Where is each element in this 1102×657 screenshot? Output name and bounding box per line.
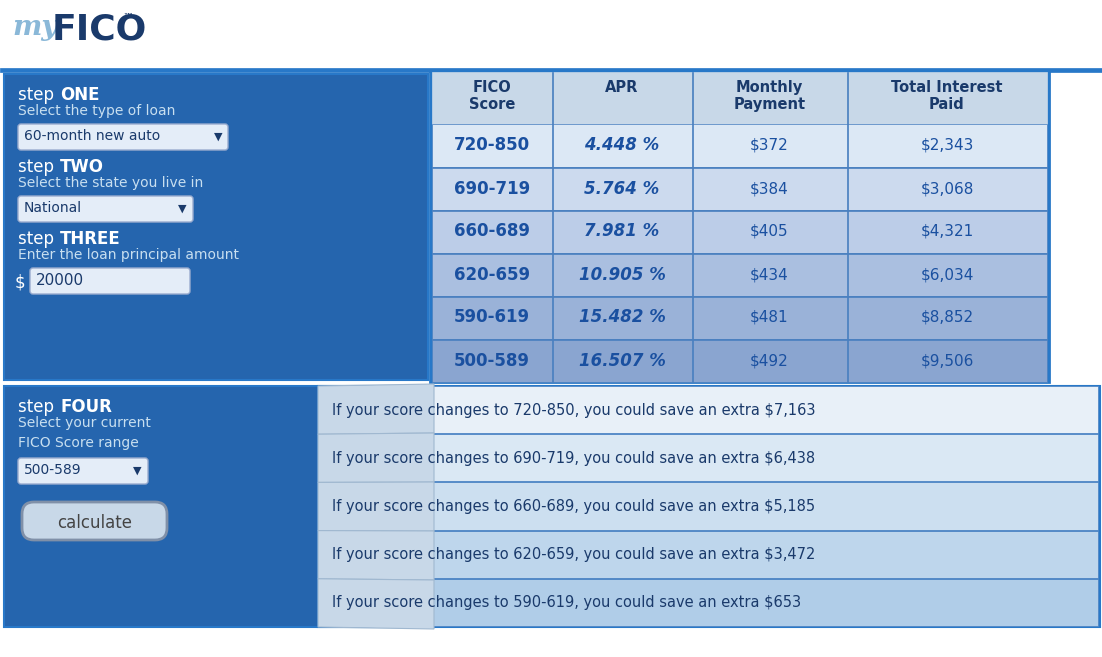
Bar (4, 74, 428, 380)
Polygon shape (318, 433, 434, 482)
FancyBboxPatch shape (18, 124, 228, 150)
Bar (0, 629, 1102, 657)
Text: 16.507 %: 16.507 % (579, 351, 666, 369)
Text: $8,852: $8,852 (920, 310, 973, 325)
Text: Select the state you live in: Select the state you live in (18, 176, 203, 190)
Text: $384: $384 (750, 181, 789, 196)
Text: $405: $405 (750, 224, 789, 239)
Bar (432, 253, 1047, 254)
Text: 500-589: 500-589 (24, 463, 82, 477)
Text: $9,506: $9,506 (920, 353, 974, 368)
Text: $481: $481 (750, 310, 789, 325)
Text: Select your current
FICO Score range: Select your current FICO Score range (18, 416, 151, 449)
Text: 500-589: 500-589 (454, 351, 530, 369)
Bar (320, 434, 1098, 482)
Bar (432, 72, 1047, 124)
Text: ▼: ▼ (214, 132, 222, 142)
Polygon shape (318, 579, 434, 629)
Text: 7.981 %: 7.981 % (584, 223, 660, 240)
Bar (318, 386, 1100, 627)
Bar (4, 386, 428, 627)
Bar (432, 296, 1047, 297)
Text: 5.764 %: 5.764 % (584, 179, 660, 198)
Text: If your score changes to 660-689, you could save an extra $5,185: If your score changes to 660-689, you co… (332, 499, 815, 514)
Text: step: step (18, 86, 60, 104)
Bar (430, 72, 1049, 382)
Bar (0, 68, 1102, 72)
Bar (432, 167, 1047, 210)
Bar (320, 386, 1098, 433)
Bar (432, 339, 1047, 382)
Text: 620-659: 620-659 (454, 265, 530, 284)
Text: calculate: calculate (57, 514, 132, 532)
FancyBboxPatch shape (22, 502, 168, 540)
Text: FOUR: FOUR (60, 398, 112, 416)
FancyBboxPatch shape (18, 458, 148, 484)
Text: Total Interest
Paid: Total Interest Paid (892, 80, 1003, 112)
Text: step: step (18, 158, 60, 176)
Text: FICO: FICO (52, 12, 148, 46)
Text: 4.448 %: 4.448 % (584, 137, 660, 154)
Text: 660-689: 660-689 (454, 223, 530, 240)
Text: TWO: TWO (60, 158, 104, 176)
FancyBboxPatch shape (18, 196, 193, 222)
FancyBboxPatch shape (30, 268, 190, 294)
Bar (320, 579, 1098, 626)
Text: If your score changes to 690-719, you could save an extra $6,438: If your score changes to 690-719, you co… (332, 451, 815, 466)
Text: 60-month new auto: 60-month new auto (24, 129, 160, 143)
Bar (432, 210, 1047, 253)
Text: If your score changes to 590-619, you could save an extra $653: If your score changes to 590-619, you co… (332, 595, 801, 610)
Text: step: step (18, 398, 60, 416)
Bar (320, 531, 1098, 578)
Text: $4,321: $4,321 (920, 224, 974, 239)
Text: THREE: THREE (60, 230, 121, 248)
Text: If your score changes to 620-659, you could save an extra $3,472: If your score changes to 620-659, you co… (332, 547, 815, 562)
Bar (320, 482, 1098, 530)
Text: 690-719: 690-719 (454, 179, 530, 198)
Text: Monthly
Payment: Monthly Payment (734, 80, 806, 112)
Text: 15.482 %: 15.482 % (579, 309, 666, 327)
Text: APR: APR (605, 80, 639, 95)
Text: $434: $434 (750, 267, 789, 282)
Text: If your score changes to 720-850, you could save an extra $7,163: If your score changes to 720-850, you co… (332, 403, 815, 418)
Text: 720-850: 720-850 (454, 137, 530, 154)
Polygon shape (318, 531, 434, 580)
Text: ▼: ▼ (177, 204, 186, 214)
Text: $2,343: $2,343 (920, 138, 974, 153)
Bar (432, 124, 1047, 167)
Text: $372: $372 (750, 138, 789, 153)
Polygon shape (318, 482, 434, 531)
Text: Enter the loan principal amount: Enter the loan principal amount (18, 248, 239, 262)
Bar (432, 167, 1047, 168)
Text: $3,068: $3,068 (920, 181, 974, 196)
Polygon shape (318, 384, 434, 434)
Text: FICO
Score: FICO Score (468, 80, 516, 112)
Text: ™: ™ (122, 13, 133, 23)
Bar (432, 296, 1047, 339)
Text: my: my (12, 14, 57, 41)
Text: ONE: ONE (60, 86, 99, 104)
Bar (432, 339, 1047, 340)
Text: 20000: 20000 (36, 273, 84, 288)
Bar (432, 210, 1047, 211)
Text: $: $ (15, 273, 25, 291)
Bar (0, 0, 1102, 68)
Text: 590-619: 590-619 (454, 309, 530, 327)
Text: $492: $492 (750, 353, 789, 368)
Text: Select the type of loan: Select the type of loan (18, 104, 175, 118)
Text: step: step (18, 230, 60, 248)
Text: ▼: ▼ (132, 466, 141, 476)
Text: $6,034: $6,034 (920, 267, 974, 282)
Bar (432, 253, 1047, 296)
Text: National: National (24, 201, 83, 215)
Text: 10.905 %: 10.905 % (579, 265, 666, 284)
